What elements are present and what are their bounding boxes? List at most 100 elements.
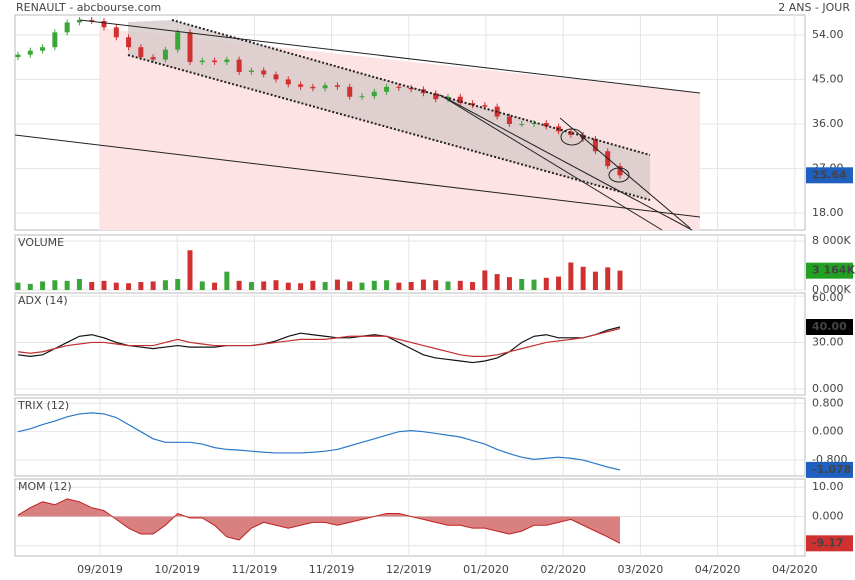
volume-bar bbox=[482, 270, 488, 290]
candle-body bbox=[617, 166, 623, 176]
last-value-label: 40.00 bbox=[812, 320, 847, 333]
last-value-label: -9.17 bbox=[812, 536, 844, 549]
y-tick-label: 0.800 bbox=[812, 396, 844, 409]
candle-body bbox=[285, 79, 291, 85]
volume-bar bbox=[384, 280, 390, 290]
volume-bar bbox=[273, 280, 279, 290]
y-tick-label: 45.00 bbox=[812, 72, 844, 85]
volume-bar bbox=[543, 277, 549, 290]
volume-bar bbox=[236, 280, 242, 290]
y-tick-label: 0.000 bbox=[812, 425, 844, 438]
candle-body bbox=[531, 122, 537, 124]
candle-body bbox=[248, 70, 254, 72]
volume-bar bbox=[27, 283, 33, 290]
last-value-box bbox=[806, 319, 853, 335]
y-tick-label: 36.00 bbox=[812, 117, 844, 130]
candle-body bbox=[592, 138, 598, 152]
candle-body bbox=[52, 32, 58, 48]
candle-body bbox=[371, 91, 377, 97]
volume-bar bbox=[52, 280, 58, 290]
volume-bar bbox=[212, 282, 218, 290]
last-value-label: -1.078 bbox=[812, 463, 851, 476]
panel-title: MOM (12) bbox=[18, 480, 72, 493]
candle-body bbox=[162, 49, 168, 60]
candle-body bbox=[568, 131, 574, 135]
volume-bar bbox=[433, 280, 439, 290]
volume-bar bbox=[101, 280, 107, 290]
candle-body bbox=[273, 74, 279, 80]
candle-body bbox=[175, 32, 181, 50]
volume-bar bbox=[285, 282, 291, 290]
candle-body bbox=[506, 116, 512, 124]
y-tick-label: 0.000K bbox=[812, 283, 851, 296]
volume-bar bbox=[396, 282, 402, 290]
candle-body bbox=[150, 57, 156, 60]
volume-bar bbox=[40, 281, 46, 290]
candle-body bbox=[199, 60, 205, 63]
y-tick-label: 0.000 bbox=[812, 382, 844, 395]
volume-bar bbox=[457, 280, 463, 290]
candle-body bbox=[261, 70, 267, 75]
x-tick-label: 11/2019 bbox=[232, 563, 278, 576]
candle-body bbox=[236, 59, 242, 72]
volume-bar bbox=[162, 280, 168, 290]
volume-bar bbox=[248, 282, 254, 290]
panel-title: ADX (14) bbox=[18, 294, 68, 307]
channel-fill-gray bbox=[128, 20, 650, 200]
x-tick-label: 03/2020 bbox=[618, 563, 664, 576]
volume-bar bbox=[334, 279, 340, 290]
y-tick-label: 8 000K bbox=[812, 234, 851, 247]
y-tick-label: 0.000 bbox=[812, 509, 844, 522]
chart-title: RENAULT - abcbourse.com bbox=[16, 1, 161, 14]
candle-body bbox=[113, 27, 119, 38]
volume-bar bbox=[445, 281, 451, 290]
volume-bar bbox=[113, 282, 119, 290]
x-tick-label: 11/2019 bbox=[309, 563, 355, 576]
x-tick-label: 04/2020 bbox=[695, 563, 741, 576]
volume-bar bbox=[580, 266, 586, 290]
volume-bar bbox=[175, 279, 181, 290]
candle-body bbox=[433, 93, 439, 100]
candle-body bbox=[89, 19, 95, 21]
y-tick-label: 54.00 bbox=[812, 28, 844, 41]
last-value-label: 25.64 bbox=[812, 168, 847, 181]
volume-bar bbox=[76, 279, 82, 290]
candle-body bbox=[359, 96, 365, 98]
candle-body bbox=[322, 85, 328, 89]
candle-body bbox=[212, 60, 218, 63]
ellipse bbox=[608, 167, 630, 183]
trend-line bbox=[14, 134, 701, 218]
y-tick-label: 60.00 bbox=[812, 291, 844, 304]
candle-body bbox=[187, 32, 193, 63]
candle-body bbox=[101, 20, 107, 28]
candle-body bbox=[482, 105, 488, 107]
volume-bar bbox=[605, 267, 611, 290]
last-value-box bbox=[806, 167, 853, 184]
volume-bar bbox=[322, 282, 328, 290]
volume-bar bbox=[617, 270, 623, 290]
candle-body bbox=[224, 59, 230, 63]
volume-bar bbox=[408, 282, 414, 290]
drawings bbox=[100, 20, 700, 230]
volume-bar bbox=[310, 280, 316, 290]
candle-body bbox=[445, 96, 451, 100]
volume-bar bbox=[371, 280, 377, 290]
ellipse bbox=[560, 128, 584, 146]
volume-bar bbox=[531, 279, 537, 290]
x-tick-label: 04/2020 bbox=[772, 563, 818, 576]
trend-line bbox=[439, 94, 693, 231]
volume-bar bbox=[556, 276, 562, 290]
volume-bar bbox=[470, 282, 476, 290]
candle-body bbox=[40, 47, 46, 51]
x-tick-label: 10/2019 bbox=[154, 563, 200, 576]
volume-bar bbox=[15, 282, 21, 290]
candle-body bbox=[27, 50, 33, 55]
last-value-box bbox=[806, 461, 853, 478]
panel-title: TRIX (12) bbox=[17, 399, 69, 412]
x-tick-label: 12/2019 bbox=[386, 563, 432, 576]
candle-body bbox=[298, 84, 304, 87]
volume-bar bbox=[298, 283, 304, 290]
drawings-lines bbox=[14, 19, 701, 231]
panel-frame bbox=[14, 397, 806, 477]
